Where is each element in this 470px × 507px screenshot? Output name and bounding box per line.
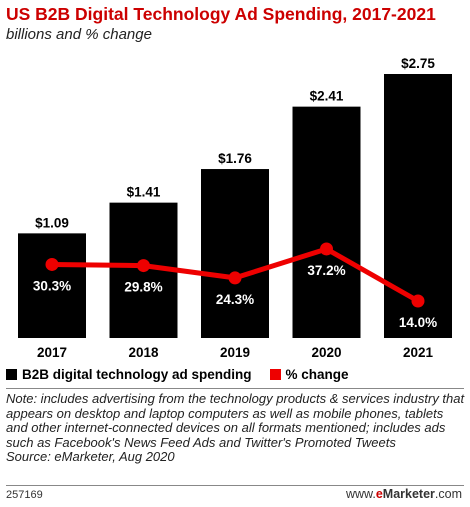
legend-label-change: % change [285, 367, 349, 382]
change-point-2018 [137, 259, 150, 273]
change-label-2019: 24.3% [216, 292, 254, 307]
chart-id: 257169 [6, 489, 43, 501]
brand-marketer: Marketer [382, 487, 435, 501]
bar-label-2021: $2.75 [401, 56, 435, 71]
bar-label-2019: $1.76 [218, 151, 252, 166]
chart-note: Note: includes advertising from the tech… [6, 391, 466, 465]
bars-group [18, 74, 452, 338]
change-label-2018: 29.8% [124, 280, 162, 295]
chart-canvas: $1.09 $1.41 $1.76 $2.41 $2.75 30.3% 29.8% 24.3… [18, 56, 452, 360]
legend-item-spending: B2B digital technology ad spending [6, 367, 252, 382]
bar-label-2017: $1.09 [35, 215, 69, 230]
brand-suffix: .com [434, 487, 462, 501]
legend-item-change: % change [269, 367, 349, 382]
divider-top [6, 388, 464, 389]
bar-label-2018: $1.41 [127, 185, 161, 200]
brand-prefix: www. [345, 487, 376, 501]
change-label-2021: 14.0% [399, 315, 437, 330]
x-tick-labels-group: 2017 2018 2019 2020 2021 [37, 345, 434, 360]
change-point-2020 [320, 242, 333, 256]
note-text: Note: includes advertising from the tech… [6, 391, 465, 450]
emarketer-logo[interactable]: www.eMarketer.com [346, 487, 462, 501]
change-point-2021 [411, 294, 425, 308]
brand-e: e [375, 487, 383, 501]
x-tick-2018: 2018 [128, 345, 159, 360]
line-group [45, 242, 425, 308]
chart-title: US B2B Digital Technology Ad Spending, 2… [6, 4, 436, 24]
source-text: Source: eMarketer, Aug 2020 [6, 449, 175, 465]
x-tick-2021: 2021 [403, 345, 434, 360]
legend-swatch-spending [6, 369, 17, 380]
bar-2020 [292, 106, 361, 338]
change-point-2019 [228, 271, 242, 285]
bar-2019 [201, 169, 269, 338]
legend-swatch-change [269, 369, 281, 380]
change-label-2017: 30.3% [33, 278, 71, 293]
legend: B2B digital technology ad spending % cha… [6, 367, 367, 382]
divider-bottom [6, 485, 464, 486]
bar-label-2020: $2.41 [310, 89, 344, 104]
line-labels-group: 30.3% 29.8% 24.3% 37.2% 14.0% [33, 263, 437, 330]
bar-2021 [384, 74, 452, 338]
bar-labels-group: $1.09 $1.41 $1.76 $2.41 $2.75 [35, 56, 435, 230]
change-point-2017 [45, 257, 59, 271]
legend-label-spending: B2B digital technology ad spending [22, 367, 252, 382]
x-tick-2017: 2017 [37, 345, 67, 360]
x-tick-2020: 2020 [311, 345, 341, 360]
change-label-2020: 37.2% [307, 263, 345, 278]
x-tick-2019: 2019 [220, 345, 250, 360]
chart-subtitle: billions and % change [6, 26, 152, 43]
bar-2017 [18, 233, 86, 338]
